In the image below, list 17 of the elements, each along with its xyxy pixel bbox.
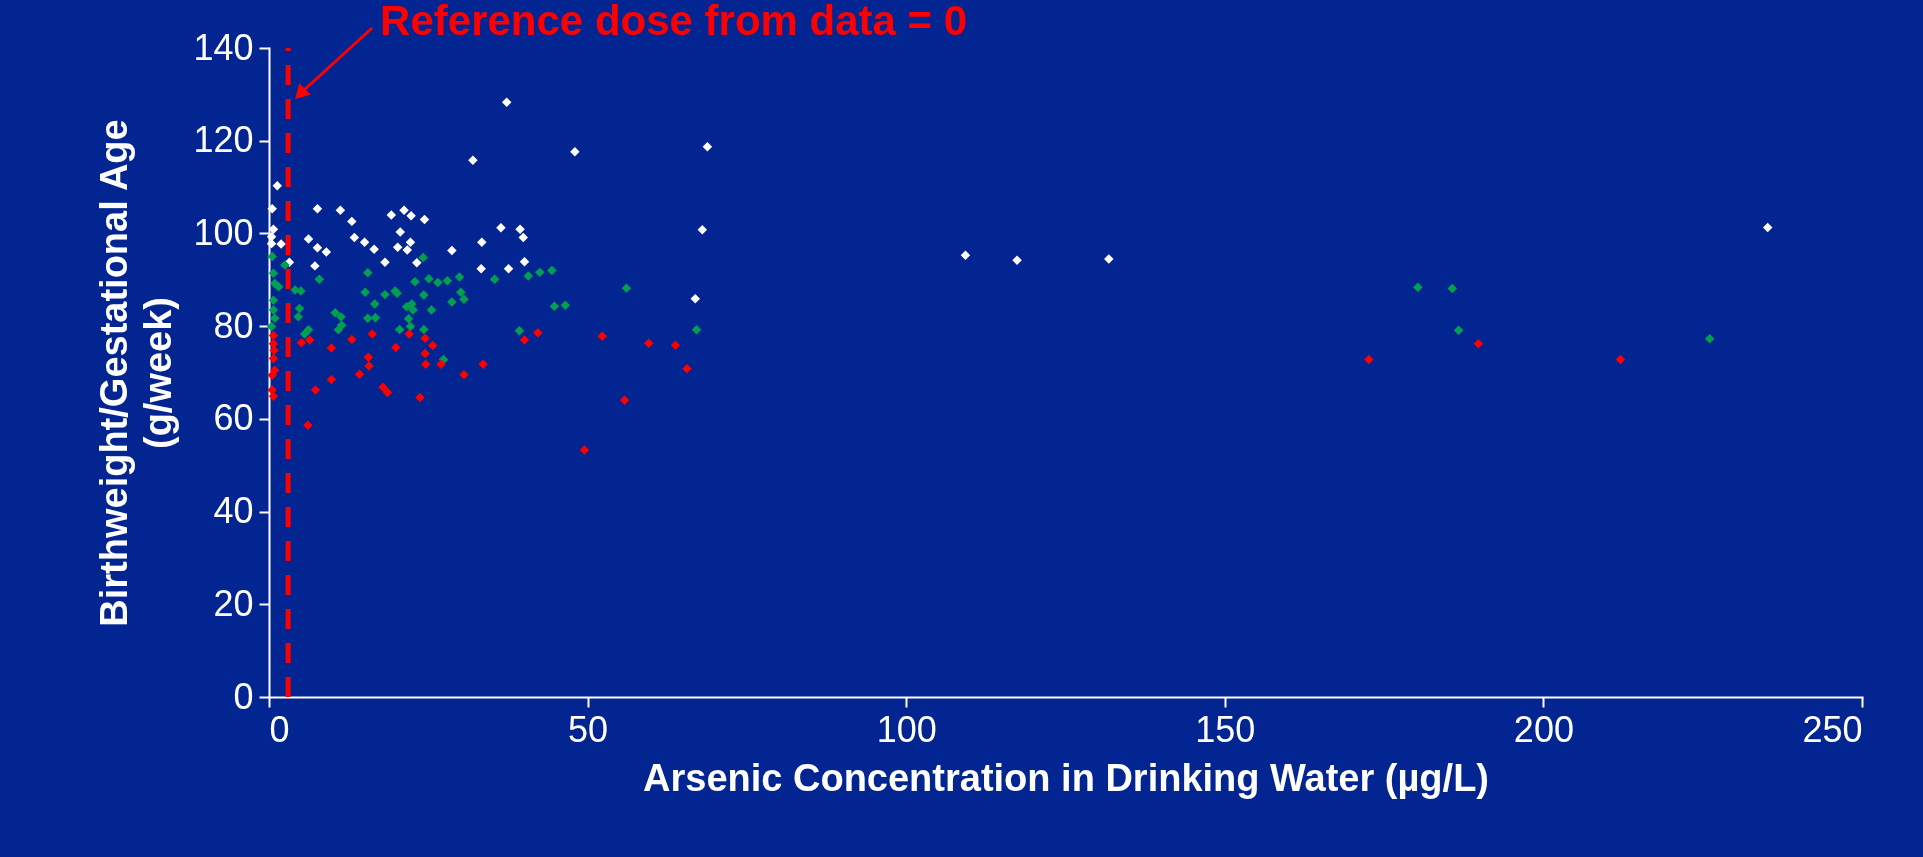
text: Reference dose from data = 0 xyxy=(380,0,968,44)
y-axis-title: Birthweight/Gestational Age (g/week) xyxy=(93,119,180,627)
x-tick-label: 250 xyxy=(1802,708,1863,750)
y-tick-label: 140 xyxy=(193,26,254,68)
x-tick-label: 200 xyxy=(1513,708,1574,750)
x-axis-title: Arsenic Concentration in Drinking Water (µg/L) xyxy=(643,756,1489,799)
y-tick-label: 80 xyxy=(213,304,254,346)
y-tick-label: 40 xyxy=(213,490,254,532)
y-tick-label: 60 xyxy=(213,397,254,439)
y-tick-label: 0 xyxy=(233,675,254,717)
y-tick-label: 120 xyxy=(193,119,254,161)
x-tick-label: 0 xyxy=(269,708,290,750)
x-tick-label: 150 xyxy=(1195,708,1256,750)
y-tick-label: 20 xyxy=(213,582,254,624)
y-tick-label: 100 xyxy=(193,211,254,253)
x-tick-label: 50 xyxy=(568,708,609,750)
x-tick-label: 100 xyxy=(876,708,937,750)
